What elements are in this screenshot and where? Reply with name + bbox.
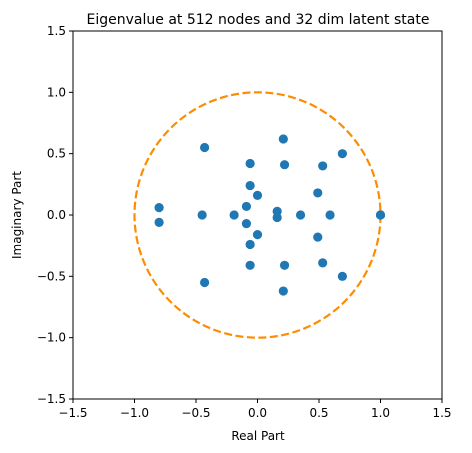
x-axis-ticks: −1.5 −1.0 −0.5 0.0 0.5 1.0 1.5 — [58, 399, 452, 420]
y-tick-label: −0.5 — [37, 269, 66, 283]
data-point-26 — [200, 277, 210, 288]
data-point-7 — [313, 188, 323, 198]
data-point-5 — [318, 258, 328, 268]
data-point-11 — [278, 286, 288, 296]
data-point-6 — [325, 210, 335, 220]
data-point-29 — [154, 217, 164, 227]
data-point-12 — [279, 160, 290, 170]
y-tick-label: 0.5 — [47, 147, 66, 161]
data-point-2 — [337, 149, 347, 159]
y-tick-label: 1.0 — [47, 85, 66, 99]
y-tick-label: −1.0 — [37, 331, 66, 345]
x-tick-label: 1.0 — [371, 406, 390, 420]
data-point-20 — [245, 180, 255, 191]
chart-title: Eigenvalue at 512 nodes and 32 dim laten… — [87, 12, 430, 28]
data-points — [154, 134, 386, 296]
x-tick-label: −1.5 — [58, 406, 87, 420]
x-tick-label: −1.0 — [120, 406, 149, 420]
y-axis-label: Imaginary Part — [10, 171, 24, 259]
unit-circle — [133, 91, 382, 339]
data-point-8 — [313, 232, 323, 242]
data-point-19 — [245, 260, 255, 270]
data-point-28 — [154, 203, 164, 213]
y-tick-label: 0.0 — [47, 208, 66, 222]
data-point-16 — [252, 190, 263, 200]
data-point-13 — [279, 260, 290, 270]
y-tick-label: −1.5 — [37, 392, 66, 406]
data-point-25 — [200, 142, 210, 153]
data-point-10 — [278, 134, 288, 144]
x-tick-label: 1.5 — [432, 406, 451, 420]
data-point-9 — [295, 210, 306, 220]
plot-area — [72, 30, 443, 400]
data-point-21 — [245, 239, 255, 250]
data-point-22 — [241, 201, 252, 212]
x-tick-label: −0.5 — [181, 406, 210, 420]
y-axis-ticks: −1.5 −1.0 −0.5 0.0 0.5 1.0 1.5 — [37, 24, 73, 406]
x-axis-label: Real Part — [231, 429, 285, 443]
y-tick-label: 1.5 — [47, 24, 66, 38]
data-point-18 — [245, 158, 255, 169]
data-point-3 — [337, 271, 347, 281]
data-point-1 — [375, 210, 386, 220]
x-tick-label: 0.5 — [309, 406, 328, 420]
data-point-27 — [197, 210, 207, 220]
plot-frame — [72, 30, 443, 400]
data-point-17 — [252, 230, 263, 240]
data-point-23 — [241, 218, 252, 229]
data-point-4 — [318, 161, 328, 171]
data-point-24 — [229, 210, 239, 220]
data-point-15 — [272, 212, 282, 223]
x-tick-label: 0.0 — [248, 406, 267, 420]
